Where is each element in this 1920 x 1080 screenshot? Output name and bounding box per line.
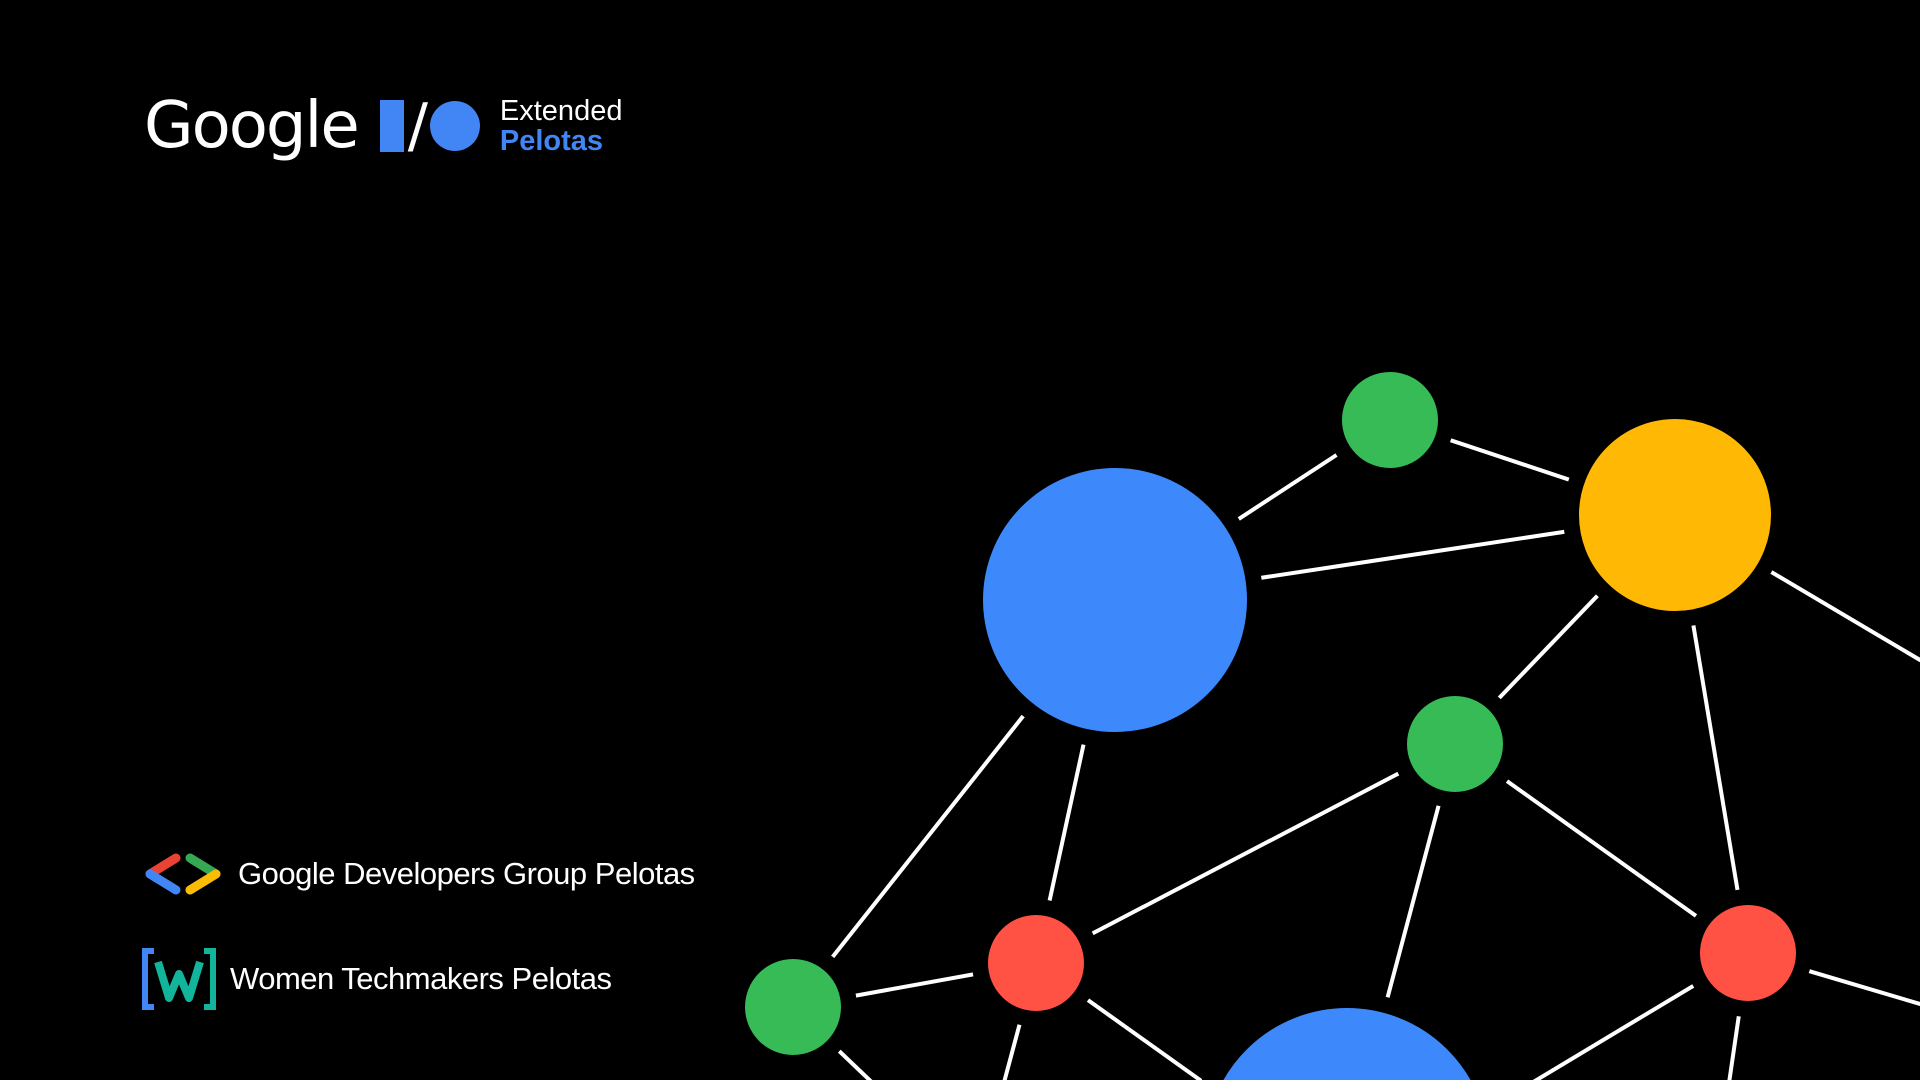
wtm-name: Women Techmakers	[230, 961, 504, 996]
graph-edge	[1363, 742, 1457, 1080]
gdg-brackets-icon	[145, 853, 221, 895]
graph-node-green	[729, 943, 857, 1071]
gdg-name: Google Developers Group	[238, 856, 587, 891]
extended-label: Extended	[499, 94, 623, 127]
gdg-community-row: Google Developers Group Pelotas	[142, 852, 695, 896]
graph-edge	[1034, 742, 1457, 965]
extended-label-group: Extended Pelotas	[499, 94, 623, 157]
google-io-extended-logo: Google / Extended Pelotas	[144, 86, 622, 166]
wtm-logo-icon	[142, 948, 216, 1010]
gdg-city: Pelotas	[594, 856, 695, 891]
wtm-community-name: Women Techmakers Pelotas	[230, 961, 612, 997]
wtm-city: Pelotas	[511, 961, 612, 996]
io-circle-shape	[429, 101, 480, 151]
graph-node-green	[1326, 356, 1454, 484]
graph-node-blue-large	[967, 452, 1263, 748]
graph-node-blue-bottom	[1205, 992, 1489, 1080]
graph-node-red	[972, 899, 1100, 1027]
google-wordmark: Google	[144, 89, 360, 163]
graph-node-yellow	[1563, 403, 1787, 627]
graph-node-green	[1391, 680, 1519, 808]
io-slash-shape: /	[407, 91, 428, 161]
wtm-community-row: Women Techmakers Pelotas	[142, 948, 612, 1010]
location-label: Pelotas	[499, 124, 604, 157]
gdg-community-name: Google Developers Group Pelotas	[238, 856, 695, 892]
google-io-logo-icon: /	[379, 91, 480, 161]
io-bar-shape	[379, 100, 404, 152]
graph-node-red	[1684, 889, 1812, 1017]
